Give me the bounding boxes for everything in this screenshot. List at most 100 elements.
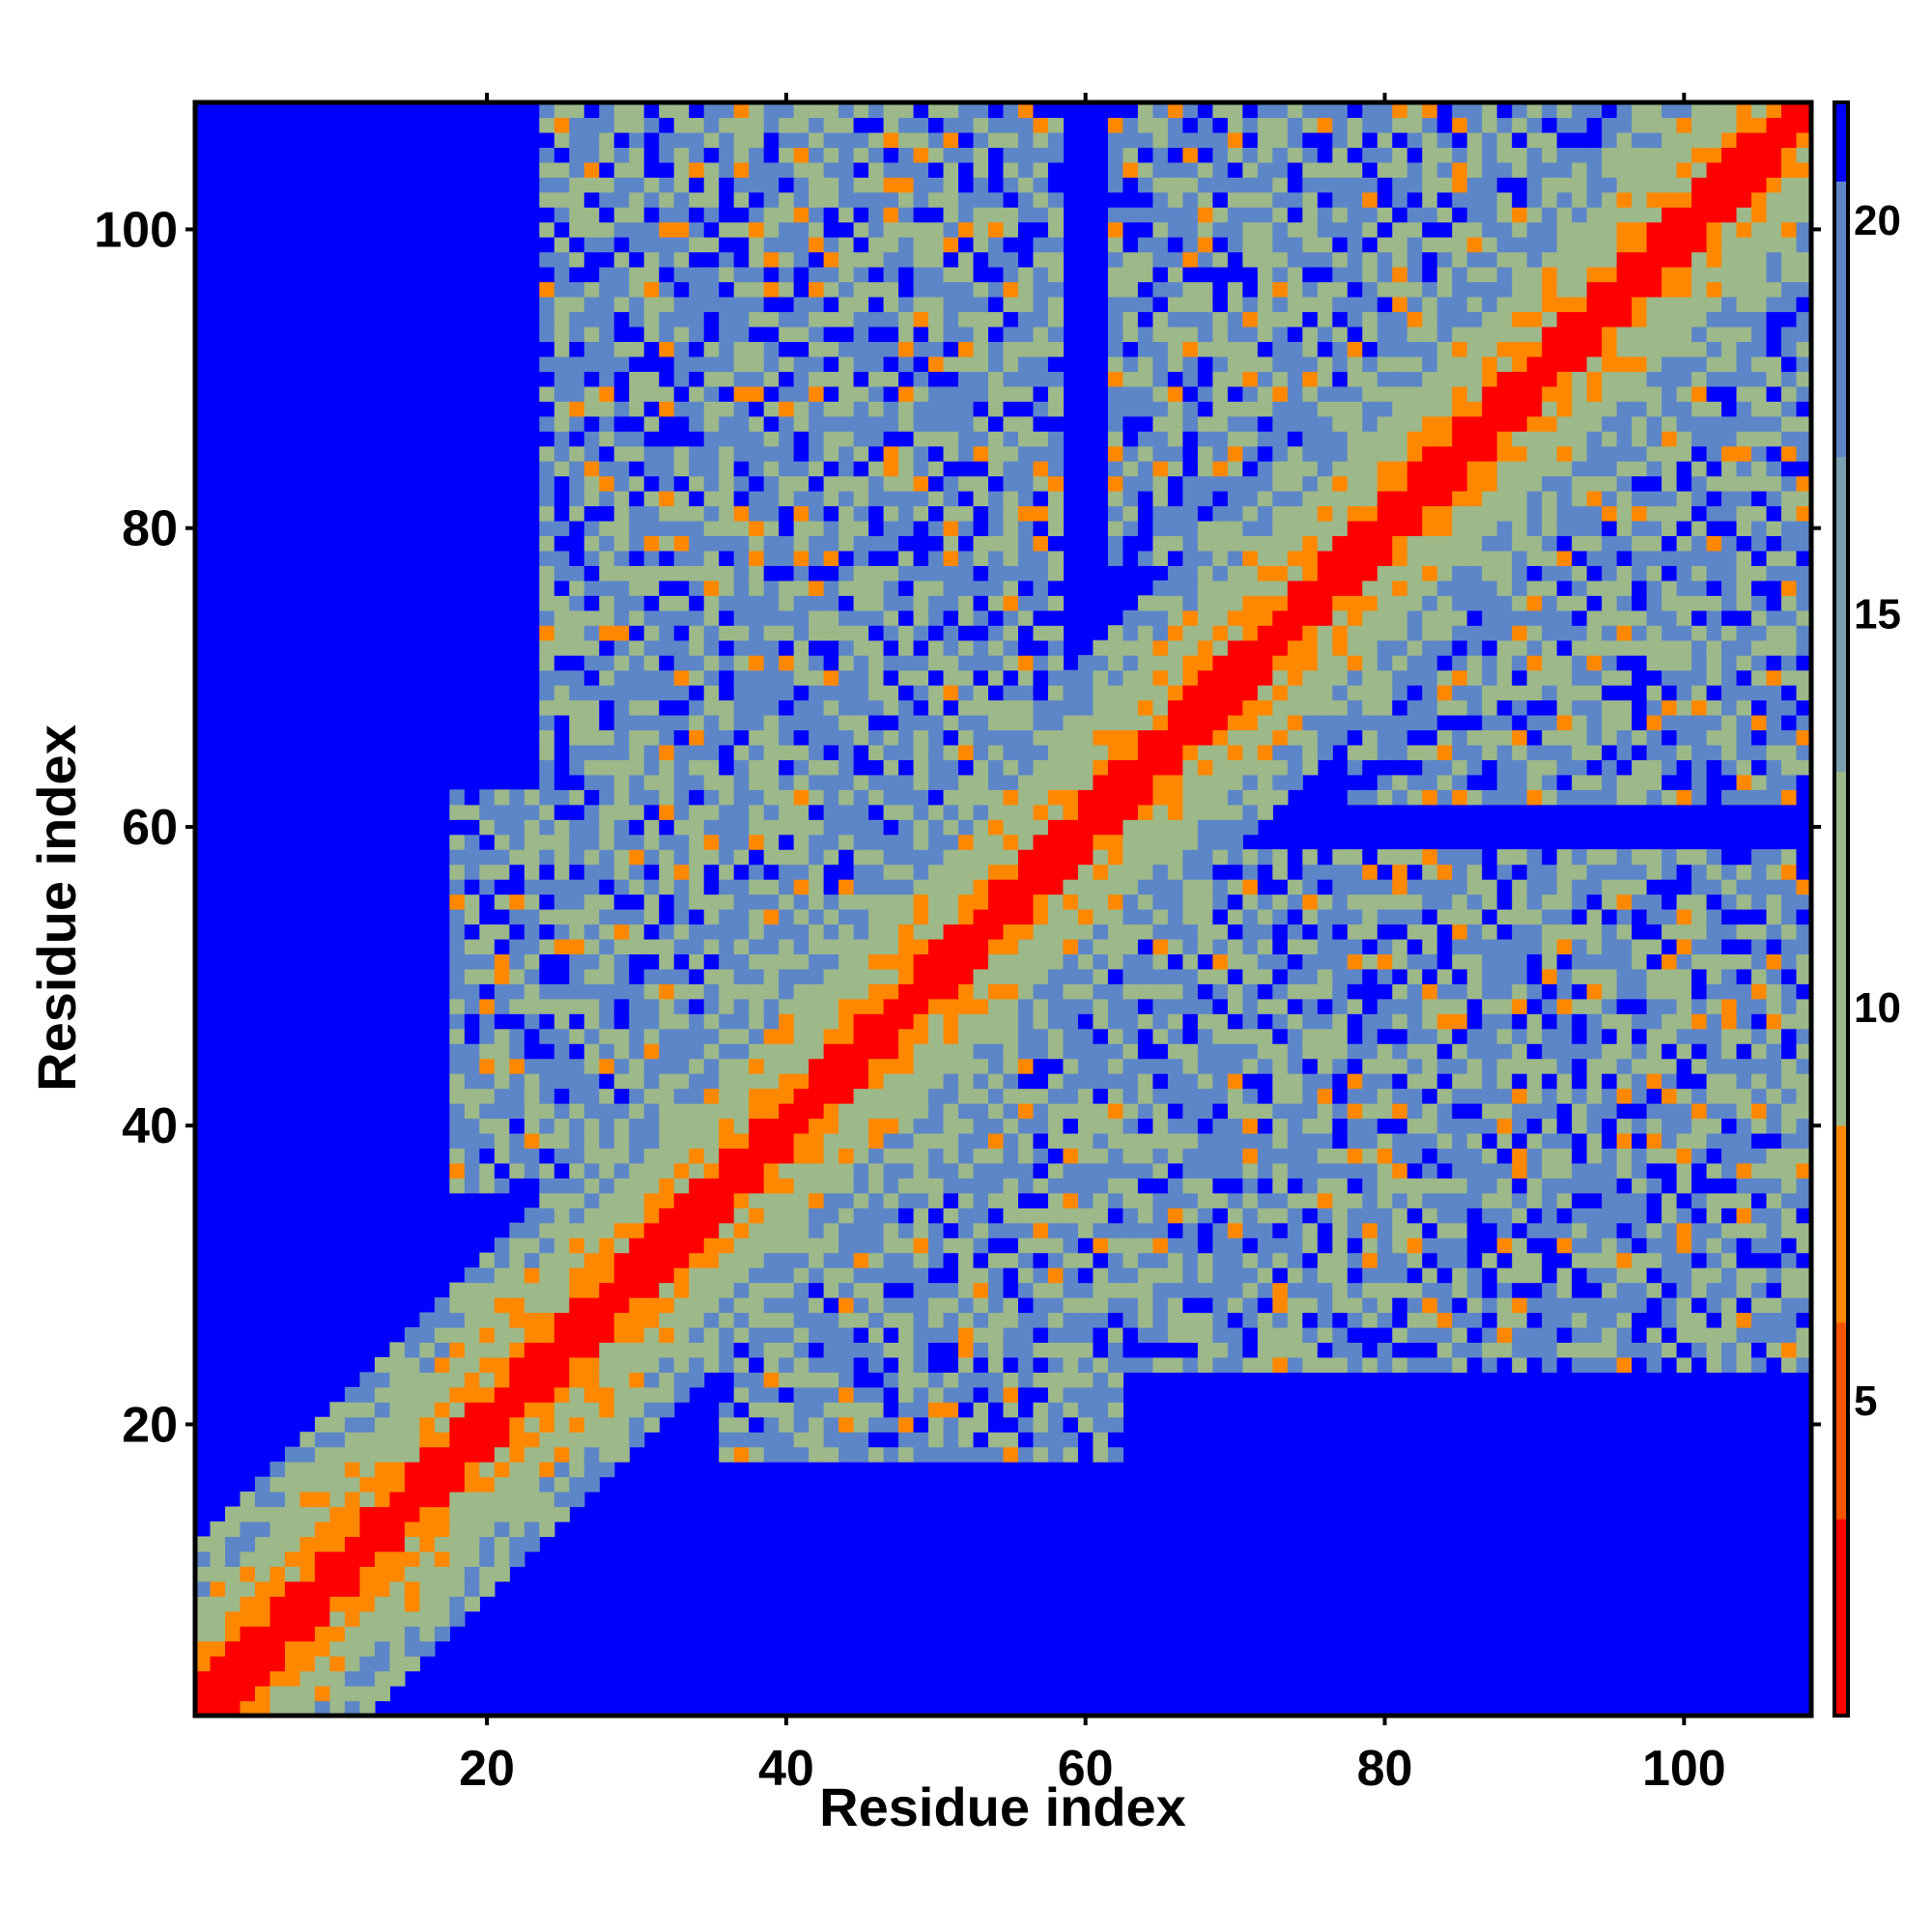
heatmap-cell (973, 461, 989, 477)
heatmap-cell (913, 565, 929, 582)
heatmap-cell (928, 580, 945, 596)
heatmap-cell (569, 894, 585, 910)
heatmap-cell (1167, 1178, 1183, 1194)
heatmap-cell (1137, 326, 1154, 342)
heatmap-cell (973, 1356, 989, 1373)
heatmap-cell (719, 371, 735, 387)
heatmap-cell (673, 161, 690, 178)
heatmap-cell (1033, 251, 1049, 268)
heatmap-cell (1003, 1118, 1019, 1134)
heatmap-cell (913, 789, 929, 806)
heatmap-cell (973, 595, 989, 611)
heatmap-cell (913, 445, 929, 462)
heatmap-cell (898, 983, 915, 1000)
heatmap-cell (793, 177, 810, 193)
heatmap-cell (1167, 1342, 1183, 1358)
heatmap-cell (1182, 1282, 1199, 1298)
heatmap-cell (943, 1118, 959, 1134)
heatmap-cell (554, 281, 570, 298)
heatmap-cell (673, 1043, 690, 1060)
heatmap-cell (689, 461, 705, 477)
heatmap-cell (1137, 461, 1154, 477)
heatmap-cell (1003, 610, 1019, 626)
heatmap-cell (793, 401, 810, 417)
heatmap-cell (1152, 102, 1169, 119)
heatmap-cell (359, 1506, 376, 1522)
heatmap-cell (1093, 1148, 1109, 1164)
heatmap-cell (853, 879, 869, 895)
heatmap-cell (703, 341, 720, 357)
heatmap-cell (524, 1132, 540, 1149)
heatmap-cell (1047, 1402, 1065, 1418)
heatmap-cell (779, 131, 795, 148)
heatmap-cell (599, 117, 615, 133)
heatmap-cell (359, 1670, 376, 1687)
heatmap-cell (1137, 1282, 1154, 1298)
heatmap-cell (464, 1596, 480, 1612)
heatmap-cell (1093, 953, 1109, 970)
heatmap-cell (1047, 1103, 1065, 1120)
heatmap-cell (583, 1462, 600, 1478)
heatmap-cell (1167, 1028, 1183, 1044)
heatmap-cell (629, 311, 645, 327)
heatmap-cell (1122, 251, 1139, 268)
heatmap-cell (973, 864, 989, 880)
heatmap-cell (554, 1326, 570, 1344)
heatmap-cell (853, 1312, 869, 1328)
heatmap-cell (749, 535, 765, 552)
heatmap-cell (494, 953, 510, 970)
heatmap-cell (494, 1492, 510, 1508)
heatmap-cell (329, 1536, 346, 1552)
heatmap-cell (1107, 281, 1124, 298)
heatmap-cell (853, 251, 869, 268)
heatmap-cell (524, 849, 540, 866)
heatmap-cell (419, 1372, 436, 1388)
heatmap-cell (643, 625, 660, 641)
heatmap-cell (1152, 1162, 1169, 1179)
heatmap-cell (673, 1312, 690, 1328)
heatmap-cell (1003, 1073, 1019, 1090)
heatmap-cell (943, 355, 959, 372)
heatmap-cell (1152, 819, 1169, 836)
heatmap-cell (583, 983, 600, 1000)
heatmap-cell (539, 953, 555, 970)
heatmap-cell (749, 1073, 765, 1090)
heatmap-cell (779, 161, 795, 178)
heatmap-cell (749, 1058, 765, 1074)
heatmap-cell (494, 1043, 510, 1060)
heatmap-cell (419, 1342, 436, 1358)
heatmap-cell (1077, 1058, 1094, 1074)
heatmap-cell (913, 655, 929, 671)
heatmap-cell (1197, 1237, 1213, 1254)
heatmap-cell (719, 729, 735, 746)
heatmap-cell (1227, 341, 1243, 357)
heatmap-cell (599, 759, 615, 776)
heatmap-cell (838, 1073, 855, 1090)
heatmap-cell (659, 1386, 675, 1403)
heatmap-cell (524, 819, 540, 836)
heatmap-cell (1093, 1162, 1109, 1179)
heatmap-cell (554, 326, 570, 342)
heatmap-cell (928, 1297, 945, 1314)
heatmap-cell (958, 355, 975, 372)
heatmap-cell (554, 819, 570, 836)
heatmap-cell (1107, 655, 1124, 671)
heatmap-cell (719, 639, 735, 656)
heatmap-cell (539, 655, 555, 671)
heatmap-cell (779, 1028, 795, 1044)
heatmap-cell (703, 774, 720, 790)
heatmap-cell (1017, 475, 1035, 492)
heatmap-cell (613, 1103, 630, 1120)
heatmap-cell (539, 1492, 555, 1508)
heatmap-cell (898, 744, 915, 760)
heatmap-cell (958, 669, 975, 686)
heatmap-cell (838, 968, 855, 984)
heatmap-cell (838, 251, 855, 268)
heatmap-cell (569, 983, 585, 1000)
heatmap-cell (988, 953, 1005, 970)
heatmap-cell (583, 595, 600, 611)
heatmap-cell (838, 1103, 855, 1120)
heatmap-cell (1077, 1267, 1094, 1284)
heatmap-cell (793, 341, 810, 357)
heatmap-cell (883, 401, 899, 417)
